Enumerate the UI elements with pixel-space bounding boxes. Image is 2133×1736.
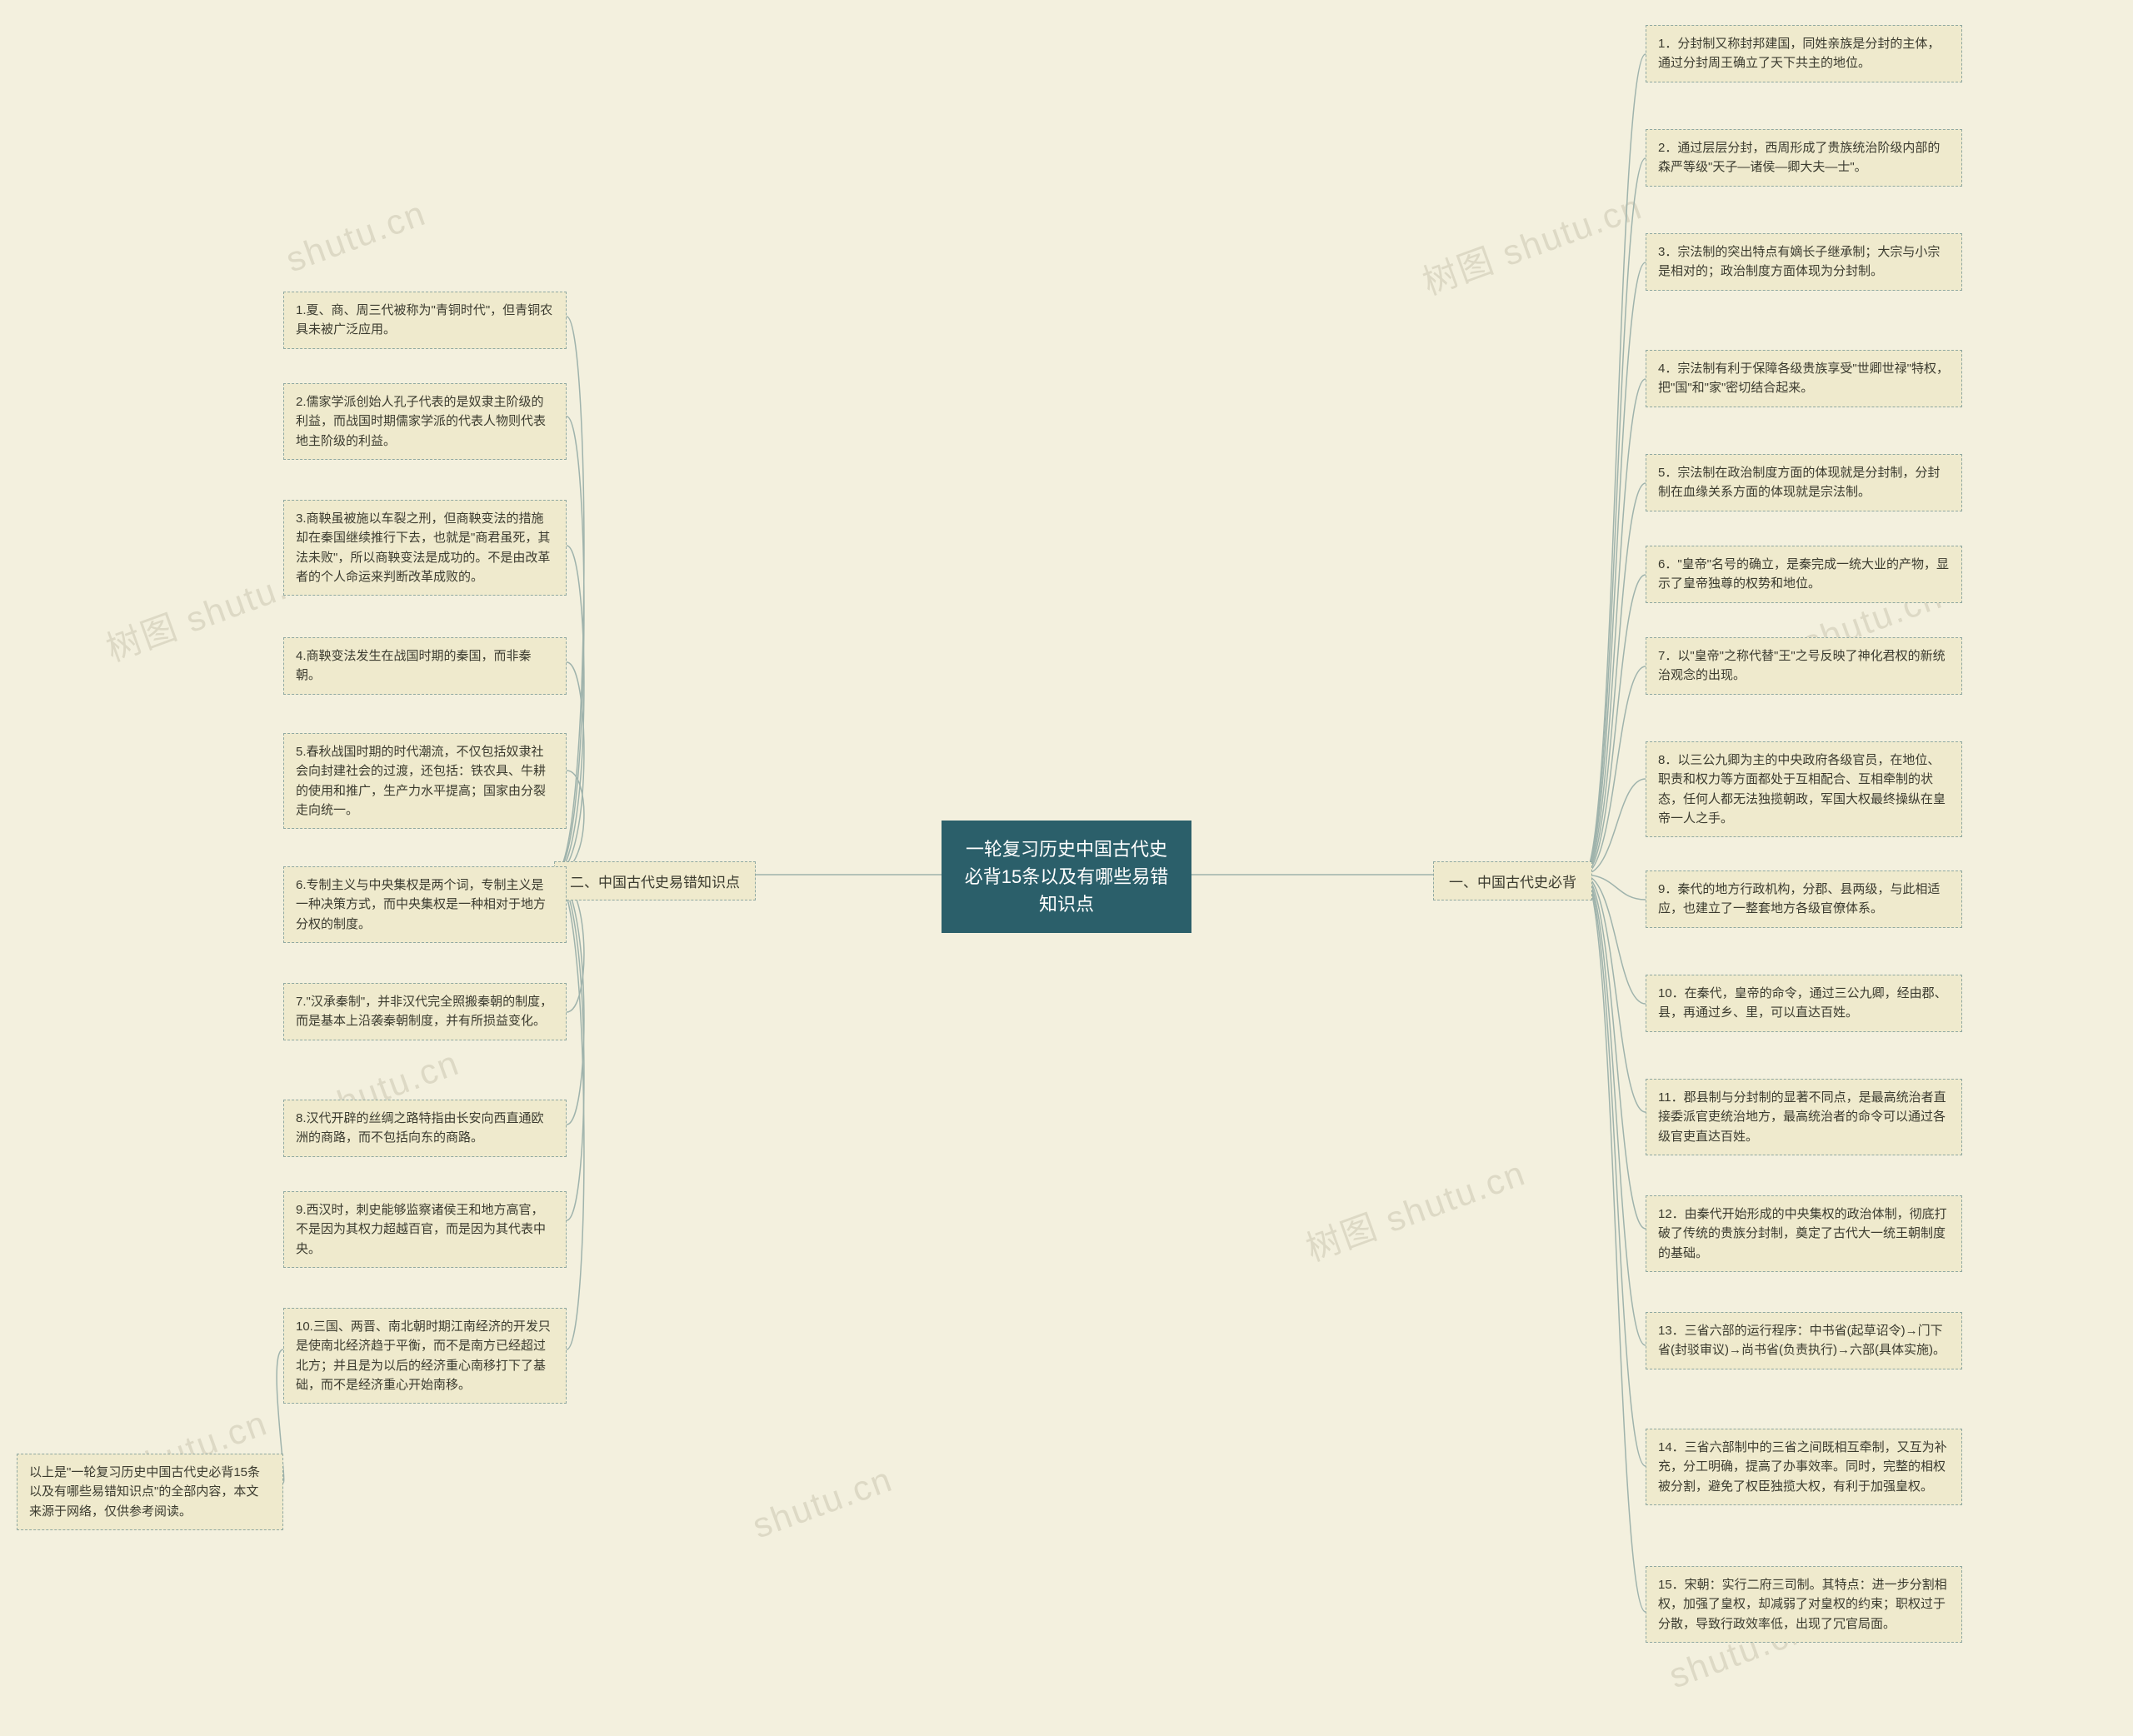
left-leaf: 4.商鞅变法发生在战国时期的秦国，而非秦朝。 (283, 637, 567, 695)
right-leaf: 2．通过层层分封，西周形成了贵族统治阶级内部的森严等级"天子—诸侯—卿大夫—士"… (1646, 129, 1962, 187)
right-leaf: 1．分封制又称封邦建国，同姓亲族是分封的主体，通过分封周王确立了天下共主的地位。 (1646, 25, 1962, 82)
right-leaf: 5．宗法制在政治制度方面的体现就是分封制，分封制在血缘关系方面的体现就是宗法制。 (1646, 454, 1962, 511)
right-leaf: 11．郡县制与分封制的显著不同点，是最高统治者直接委派官吏统治地方，最高统治者的… (1646, 1079, 1962, 1155)
left-leaf: 8.汉代开辟的丝绸之路特指由长安向西直通欧洲的商路，而不包括向东的商路。 (283, 1100, 567, 1157)
right-leaf: 10．在秦代，皇帝的命令，通过三公九卿，经由郡、县，再通过乡、里，可以直达百姓。 (1646, 975, 1962, 1032)
left-leaf: 5.春秋战国时期的时代潮流，不仅包括奴隶社会向封建社会的过渡，还包括：铁农具、牛… (283, 733, 567, 829)
left-leaf: 9.西汉时，刺史能够监察诸侯王和地方高官，不是因为其权力超越百官，而是因为其代表… (283, 1191, 567, 1268)
right-leaf: 8．以三公九卿为主的中央政府各级官员，在地位、职责和权力等方面都处于互相配合、互… (1646, 741, 1962, 837)
right-leaf: 4．宗法制有利于保障各级贵族享受"世卿世禄"特权，把"国"和"家"密切结合起来。 (1646, 350, 1962, 407)
watermark: shutu.cn (747, 1459, 898, 1547)
left-leaf: 7."汉承秦制"，并非汉代完全照搬秦朝的制度，而是基本上沿袭秦朝制度，并有所损益… (283, 983, 567, 1040)
watermark: shutu.cn (281, 193, 432, 281)
left-leaf: 1.夏、商、周三代被称为"青铜时代"，但青铜农具未被广泛应用。 (283, 292, 567, 349)
right-leaf: 6．"皇帝"名号的确立，是秦完成一统大业的产物，显示了皇帝独尊的权势和地位。 (1646, 546, 1962, 603)
right-leaf: 7．以"皇帝"之称代替"王"之号反映了神化君权的新统治观念的出现。 (1646, 637, 1962, 695)
right-leaf: 9．秦代的地方行政机构，分郡、县两级，与此相适应，也建立了一整套地方各级官僚体系… (1646, 870, 1962, 928)
watermark: 树图 shutu.cn (1415, 179, 1649, 306)
left-leaf: 10.三国、两晋、南北朝时期江南经济的开发只是使南北经济趋于平衡，而不是南方已经… (283, 1308, 567, 1404)
right-leaf: 12．由秦代开始形成的中央集权的政治体制，彻底打破了传统的贵族分封制，奠定了古代… (1646, 1195, 1962, 1272)
right-leaf: 3．宗法制的突出特点有嫡长子继承制；大宗与小宗是相对的；政治制度方面体现为分封制… (1646, 233, 1962, 291)
center-node: 一轮复习历史中国古代史必背15条以及有哪些易错知识点 (942, 821, 1191, 933)
left-leaf: 3.商鞅虽被施以车裂之刑，但商鞅变法的措施却在秦国继续推行下去，也就是"商君虽死… (283, 500, 567, 596)
left-leaf: 6.专制主义与中央集权是两个词，专制主义是一种决策方式，而中央集权是一种相对于地… (283, 866, 567, 943)
watermark: 树图 shutu.cn (1298, 1145, 1532, 1272)
right-leaf: 13．三省六部的运行程序：中书省(起草诏令)→门下省(封驳审议)→尚书省(负责执… (1646, 1312, 1962, 1369)
right-branch-label: 一、中国古代史必背 (1433, 861, 1592, 900)
right-leaf: 14．三省六部制中的三省之间既相互牵制，又互为补充，分工明确，提高了办事效率。同… (1646, 1429, 1962, 1505)
right-leaf: 15．宋朝：实行二府三司制。其特点：进一步分割相权，加强了皇权，却减弱了对皇权的… (1646, 1566, 1962, 1643)
left-leaf: 2.儒家学派创始人孔子代表的是奴隶主阶级的利益，而战国时期儒家学派的代表人物则代… (283, 383, 567, 460)
footer-note: 以上是"一轮复习历史中国古代史必背15条以及有哪些易错知识点"的全部内容，本文来… (17, 1454, 283, 1530)
left-branch-label: 二、中国古代史易错知识点 (554, 861, 756, 900)
